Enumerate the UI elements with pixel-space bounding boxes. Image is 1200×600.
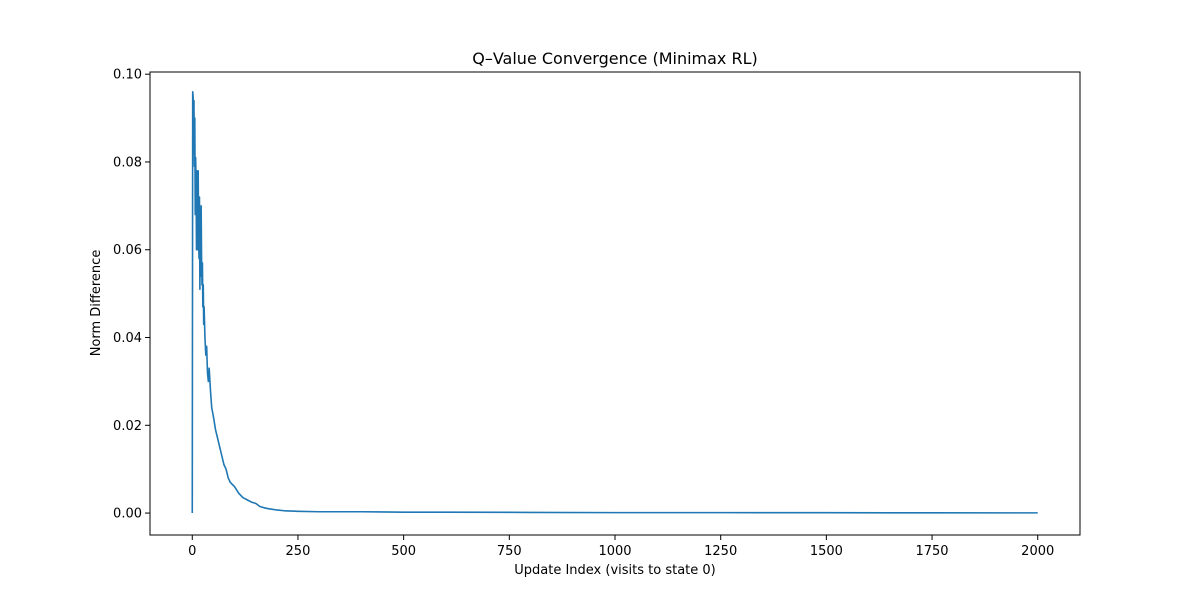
y-tick-label: 0.06 [113,243,142,258]
y-tick-label: 0.08 [113,155,142,170]
x-tick-label: 1750 [915,544,948,559]
x-tick-label: 500 [391,544,416,559]
y-tick-label: 0.04 [113,331,142,346]
x-tick-label: 2000 [1021,544,1054,559]
y-tick-label: 0.02 [113,419,142,434]
x-axis-label: Update Index (visits to state 0) [514,563,716,578]
x-tick-label: 0 [188,544,196,559]
y-axis-label: Norm Difference [89,250,104,357]
x-tick-label: 1250 [704,544,737,559]
x-tick-label: 250 [286,544,311,559]
series-line-0 [191,90,1038,514]
chart-title: Q–Value Convergence (Minimax RL) [472,49,758,68]
plot-area: 0 250 500 750 1000 1250 1500 1750 2000 0.00 0.02 0.… [113,68,1081,559]
x-tick-label: 1500 [810,544,843,559]
y-tick-label: 0.00 [113,507,142,522]
x-tick-label: 1000 [598,544,631,559]
x-tick-label: 750 [497,544,522,559]
y-tick-label: 0.10 [113,68,142,83]
